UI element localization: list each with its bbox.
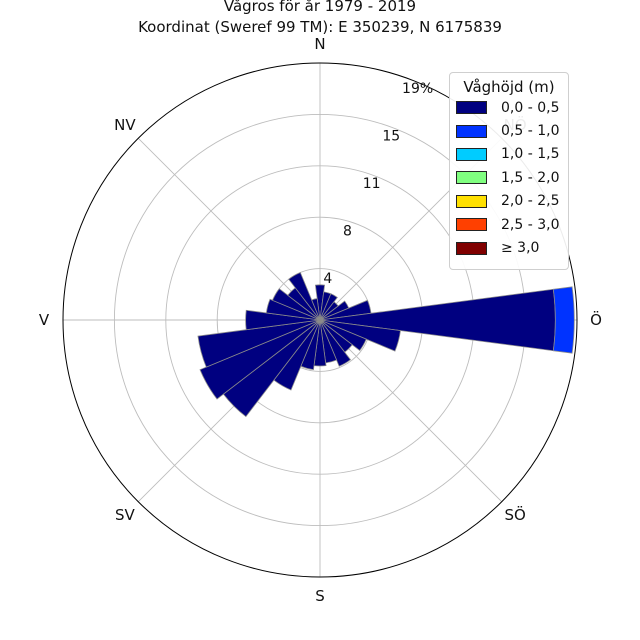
rose-bar-sector <box>319 319 401 352</box>
rose-bar-sector <box>288 271 321 321</box>
rose-bar-sector <box>319 293 338 321</box>
rose-bar-sector <box>197 319 321 368</box>
legend-label: 1,5 - 2,0 <box>501 169 560 186</box>
legend-swatch <box>456 218 487 232</box>
compass-direction-label: SÖ <box>504 505 525 524</box>
legend-item: 2,5 - 3,0 <box>450 213 568 236</box>
legend-swatch <box>456 124 487 138</box>
radial-tick-label: 19% <box>402 81 433 97</box>
legend-label: 0,0 - 0,5 <box>501 99 560 116</box>
chart-subtitle: Koordinat (Sweref 99 TM): E 350239, N 61… <box>138 18 502 36</box>
legend-swatch <box>456 147 487 161</box>
compass-direction-label: NV <box>114 116 136 134</box>
rose-bar-sector <box>271 288 321 321</box>
legend-swatch <box>456 241 487 255</box>
legend-label: 2,0 - 2,5 <box>501 193 560 210</box>
compass-direction-label: N <box>314 35 325 53</box>
legend-item: 0,0 - 0,5 <box>450 96 568 119</box>
rose-bar-sector <box>552 286 575 354</box>
compass-direction-label: SV <box>115 506 136 524</box>
chart-title: Vågros för år 1979 - 2019 <box>223 0 417 15</box>
rose-bar-sector <box>319 319 367 352</box>
legend-label: ≥ 3,0 <box>501 240 540 257</box>
legend-item: 0,5 - 1,0 <box>450 119 568 142</box>
legend-swatch <box>456 101 487 115</box>
rose-bar-sector <box>311 298 321 321</box>
compass-direction-label: V <box>39 311 50 329</box>
radial-tick-label: 8 <box>343 224 352 240</box>
legend-item: 1,5 - 2,0 <box>450 166 568 189</box>
legend-label: 2,5 - 3,0 <box>501 216 560 233</box>
polar-frame <box>62 62 578 578</box>
legend-item: 1,0 - 1,5 <box>450 143 568 166</box>
rose-bar-sector <box>199 319 321 400</box>
radial-tick-label: 11 <box>363 176 381 192</box>
legend-item: 2,0 - 2,5 <box>450 190 568 213</box>
legend-label: 1,0 - 1,5 <box>501 146 560 163</box>
grid-spoke <box>137 137 321 321</box>
rose-bar-sector <box>245 309 321 331</box>
legend-item: ≥ 3,0 <box>450 236 568 259</box>
radial-tick-label: 15 <box>382 129 400 145</box>
legend-label: 0,5 - 1,0 <box>501 123 560 140</box>
compass-direction-label: Ö <box>590 310 602 329</box>
compass-direction-label: S <box>315 587 325 605</box>
legend-items: 0,0 - 0,5 0,5 - 1,0 1,0 - 1,5 1,5 - 2,0 2,0 … <box>450 96 568 260</box>
legend-title: Våghöjd (m) <box>463 78 555 96</box>
rose-bar-sector <box>319 319 352 367</box>
grid-spoke <box>319 319 503 503</box>
legend-swatch <box>456 171 487 185</box>
legend: Våghöjd (m) 0,0 - 0,5 0,5 - 1,0 1,0 - 1,5 1… <box>449 72 569 270</box>
legend-swatch <box>456 194 487 208</box>
rose-bar-sector <box>314 284 326 321</box>
radial-tick-label: 4 <box>323 271 332 287</box>
